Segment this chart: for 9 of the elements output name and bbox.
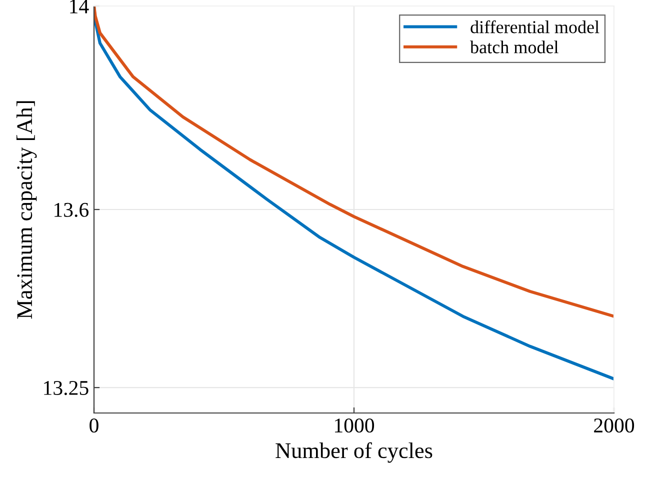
y-axis-title: Maximum capacity [Ah] bbox=[16, 101, 37, 319]
x-tick-label: 0 bbox=[90, 418, 98, 433]
y-tick-label: 13.25 bbox=[44, 380, 88, 396]
legend-label: batch model bbox=[470, 40, 558, 54]
x-tick-label: 2000 bbox=[594, 418, 634, 433]
y-tick-label: 13.6 bbox=[54, 202, 89, 218]
legend-label: differential model bbox=[470, 20, 600, 34]
x-tick-label: 1000 bbox=[335, 418, 374, 433]
x-axis-title: Number of cycles bbox=[276, 442, 432, 463]
